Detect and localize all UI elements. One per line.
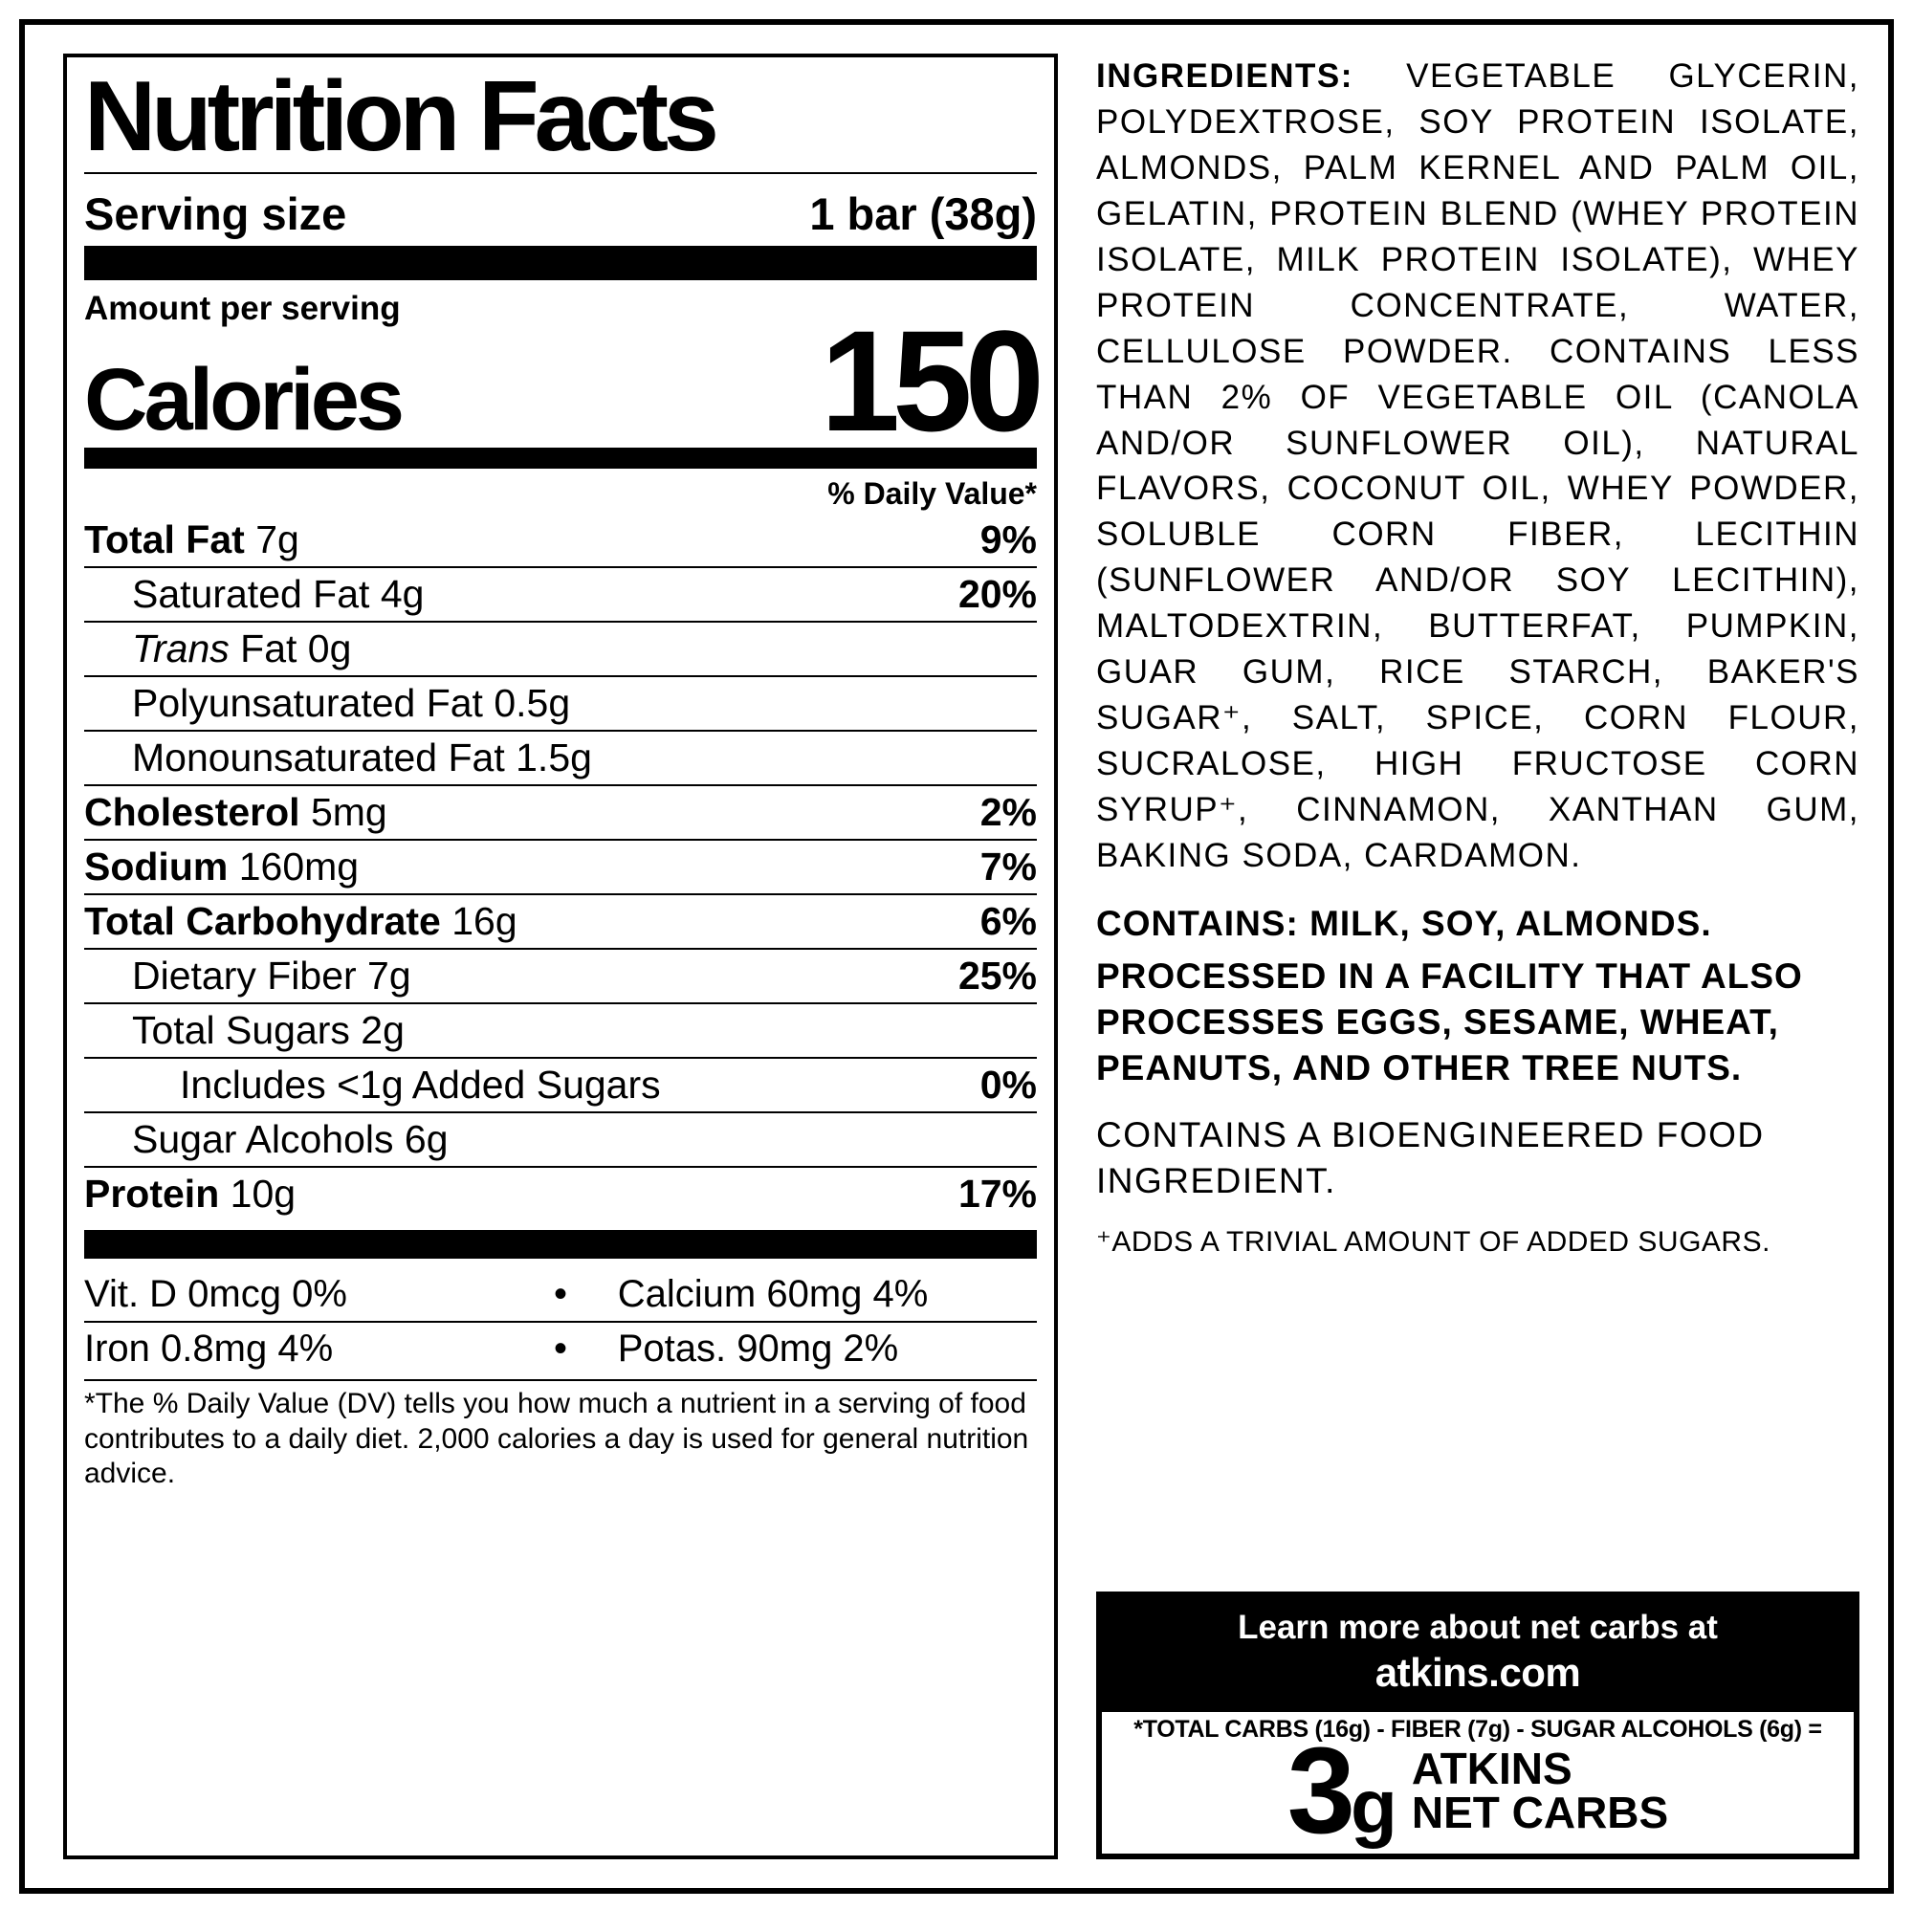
bullet-icon: •: [503, 1328, 618, 1371]
row-carb: Total Carbohydrate 16g 6%: [84, 893, 1037, 948]
processed-line: PROCESSED IN A FACILITY THAT ALSO PROCES…: [1096, 954, 1859, 1091]
dv-header: % Daily Value*: [84, 476, 1037, 512]
nutrition-facts-panel: Nutrition Facts Serving size 1 bar (38g)…: [63, 54, 1058, 1859]
protein-label: Protein: [84, 1172, 219, 1216]
net-carbs-box: Learn more about net carbs at atkins.com…: [1096, 1592, 1859, 1859]
carb-value: 16g: [441, 899, 517, 943]
satfat-dv: 20%: [958, 572, 1037, 617]
polyfat-label: Polyunsaturated Fat 0.5g: [84, 681, 570, 726]
sodium-value: 160mg: [228, 845, 359, 889]
monofat-label: Monounsaturated Fat 1.5g: [84, 735, 592, 780]
satfat-label: Saturated Fat 4g: [84, 572, 424, 617]
row-sodium: Sodium 160mg 7%: [84, 839, 1037, 893]
fiber-label: Dietary Fiber 7g: [84, 954, 411, 999]
nf-title: Nutrition Facts: [84, 67, 1037, 166]
netbox-site: atkins.com: [1111, 1648, 1844, 1699]
calories-row: Calories 150: [84, 322, 1037, 440]
sodium-dv: 7%: [980, 845, 1037, 889]
row-totalfat: Total Fat 7g 9%: [84, 514, 1037, 566]
totalfat-dv: 9%: [980, 517, 1037, 562]
carb-dv: 6%: [980, 899, 1037, 944]
calories-value: 150: [821, 322, 1037, 440]
bullet-icon: •: [503, 1273, 618, 1316]
sugalch-label: Sugar Alcohols 6g: [84, 1117, 449, 1162]
row-sugars: Total Sugars 2g: [84, 1002, 1037, 1057]
addsug-dv: 0%: [980, 1063, 1037, 1108]
totalfat-label: Total Fat: [84, 517, 245, 561]
netbox-learn: Learn more about net carbs at: [1111, 1607, 1844, 1649]
contains-line: CONTAINS: MILK, SOY, ALMONDS.: [1096, 904, 1859, 944]
netcarb-line1: ATKINS: [1412, 1746, 1668, 1790]
transfat-rest: Fat 0g: [230, 626, 352, 670]
chol-value: 5mg: [300, 790, 387, 834]
netcarb-g-unit: g: [1351, 1764, 1393, 1849]
vitamins-row1: Vit. D 0mcg 0% • Calcium 60mg 4%: [84, 1268, 1037, 1321]
netbox-value-line: 3g ATKINS NET CARBS: [1115, 1736, 1840, 1846]
row-satfat: Saturated Fat 4g 20%: [84, 566, 1037, 621]
serving-value: 1 bar (38g): [809, 187, 1037, 240]
sodium-label: Sodium: [84, 845, 228, 889]
row-sugalch: Sugar Alcohols 6g: [84, 1111, 1037, 1166]
calories-label: Calories: [84, 361, 401, 440]
potassium: Potas. 90mg 2%: [618, 1328, 1037, 1371]
chol-dv: 2%: [980, 790, 1037, 835]
trivial-sugars-line: ⁺ADDS A TRIVIAL AMOUNT OF ADDED SUGARS.: [1096, 1225, 1859, 1259]
calcium: Calcium 60mg 4%: [618, 1273, 1037, 1316]
addsug-label: Includes <1g Added Sugars: [84, 1063, 661, 1108]
fiber-dv: 25%: [958, 954, 1037, 999]
netcarb-text: ATKINS NET CARBS: [1412, 1746, 1668, 1834]
totalfat-value: 7g: [245, 517, 299, 561]
transfat-italic: Trans: [132, 626, 230, 670]
nf-footnote: *The % Daily Value (DV) tells you how mu…: [84, 1379, 1037, 1492]
carb-label: Total Carbohydrate: [84, 899, 441, 943]
netbox-header: Learn more about net carbs at atkins.com: [1102, 1597, 1854, 1712]
row-protein: Protein 10g 17%: [84, 1166, 1037, 1220]
netbox-body: *TOTAL CARBS (16g) - FIBER (7g) - SUGAR …: [1102, 1712, 1854, 1854]
sugars-label: Total Sugars 2g: [84, 1008, 405, 1053]
netcarb-line2: NET CARBS: [1412, 1790, 1668, 1834]
row-polyfat: Polyunsaturated Fat 0.5g: [84, 675, 1037, 730]
bioengineered-line: CONTAINS A BIOENGINEERED FOOD INGREDIENT…: [1096, 1112, 1859, 1204]
protein-dv: 17%: [958, 1172, 1037, 1217]
row-fiber: Dietary Fiber 7g 25%: [84, 948, 1037, 1002]
vitamins-row2: Iron 0.8mg 4% • Potas. 90mg 2%: [84, 1321, 1037, 1375]
row-chol: Cholesterol 5mg 2%: [84, 784, 1037, 839]
row-monofat: Monounsaturated Fat 1.5g: [84, 730, 1037, 784]
netbox-formula: *TOTAL CARBS (16g) - FIBER (7g) - SUGAR …: [1115, 1716, 1840, 1744]
ingredients-block: INGREDIENTS: VEGETABLE GLYCERIN, POLYDEX…: [1096, 54, 1859, 879]
serving-label: Serving size: [84, 187, 346, 240]
ingredients-label: INGREDIENTS:: [1096, 57, 1353, 95]
label-container: Nutrition Facts Serving size 1 bar (38g)…: [19, 19, 1894, 1894]
ingredients-body: VEGETABLE GLYCERIN, POLYDEXTROSE, SOY PR…: [1096, 57, 1859, 874]
vit-d: Vit. D 0mcg 0%: [84, 1273, 503, 1316]
protein-value: 10g: [219, 1172, 296, 1216]
netcarb-grams: 3: [1287, 1723, 1351, 1859]
row-addsug: Includes <1g Added Sugars 0%: [84, 1057, 1037, 1111]
iron: Iron 0.8mg 4%: [84, 1328, 503, 1371]
right-column: INGREDIENTS: VEGETABLE GLYCERIN, POLYDEX…: [1096, 54, 1859, 1859]
serving-size-row: Serving size 1 bar (38g): [84, 187, 1037, 240]
row-transfat: Trans Fat 0g: [84, 621, 1037, 675]
chol-label: Cholesterol: [84, 790, 300, 834]
